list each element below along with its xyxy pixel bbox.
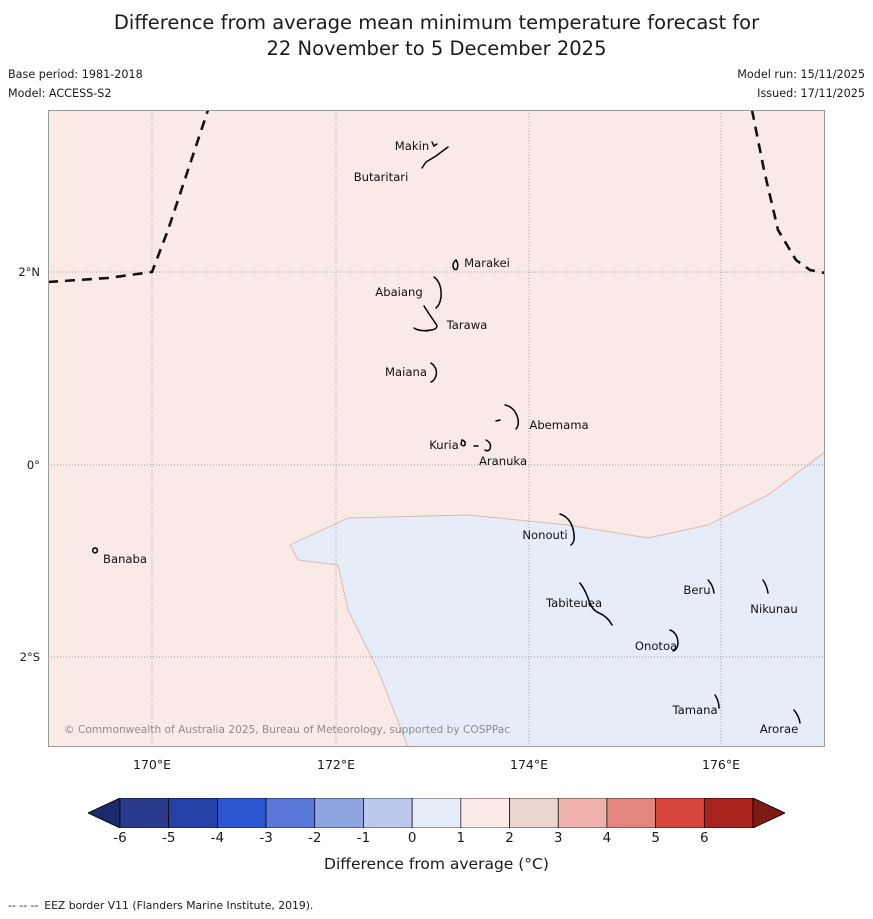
colorbar-tick--2: -2 xyxy=(308,830,322,846)
colorbar-tick--3: -3 xyxy=(259,830,273,846)
colorbar-tick-5: 5 xyxy=(651,830,660,846)
colorbar-band-2 xyxy=(217,798,267,828)
y-axis-tick-1: 0° xyxy=(26,458,40,472)
x-axis-tick-1: 172°E xyxy=(316,757,356,772)
eez-border xyxy=(48,110,825,284)
eez-footnote-text: EEZ border V11 (Flanders Marine Institut… xyxy=(44,899,314,912)
island-label-nikunau: Nikunau xyxy=(750,602,798,616)
island-label-butaritari: Butaritari xyxy=(353,170,409,184)
colorbar-band-0 xyxy=(119,798,170,828)
island-label-abemama: Abemama xyxy=(529,418,589,432)
issued-text: Issued: 17/11/2025 xyxy=(757,87,865,100)
title-line-2: 22 November to 5 December 2025 xyxy=(266,37,607,60)
x-axis-tick-2: 174°E xyxy=(509,757,549,772)
colorbar-tick--5: -5 xyxy=(161,830,176,846)
x-axis-tick-0: 170°E xyxy=(132,757,172,772)
temperature-anomaly-map: © Commonwealth of Australia 2025, Bureau… xyxy=(48,110,825,747)
island-label-beru: Beru xyxy=(683,583,711,597)
colorbar-band-11 xyxy=(655,798,705,828)
colorbar-band-10 xyxy=(606,798,656,828)
island-label-banaba: Banaba xyxy=(103,552,147,566)
island-label-arorae: Arorae xyxy=(759,722,799,736)
island-label-tabiteuea: Tabiteuea xyxy=(545,596,603,610)
map-copyright: © Commonwealth of Australia 2025, Bureau… xyxy=(64,724,511,736)
island-coastlines xyxy=(91,141,801,724)
island-label-tamana: Tamana xyxy=(672,703,718,717)
island-label-nonouti: Nonouti xyxy=(522,528,568,542)
colorbar-band-12 xyxy=(703,798,754,828)
base-period-text: Base period: 1981-2018 xyxy=(8,68,143,81)
colorbar-tick-2: 2 xyxy=(505,830,514,846)
colorbar-band-1 xyxy=(168,798,218,828)
eez-dash-sample: -- -- -- xyxy=(8,899,39,912)
colorbar xyxy=(88,798,785,828)
colorbar-extend-high xyxy=(752,798,785,828)
colorbar-tick-4: 4 xyxy=(602,830,612,846)
model-text: Model: ACCESS-S2 xyxy=(8,87,112,100)
colorbar-tick-6: 6 xyxy=(700,830,709,846)
y-axis-tick-2: 2°S xyxy=(19,650,40,664)
colorbar-band-7 xyxy=(460,798,510,828)
colorbar-band-9 xyxy=(557,798,608,828)
colorbar-label: Difference from average (°C) xyxy=(324,855,549,873)
island-label-marakei: Marakei xyxy=(464,256,510,270)
island-label-makin: Makin xyxy=(394,139,430,153)
colorbar-tick-0: 0 xyxy=(407,830,417,846)
island-label-onotoa: Onotoa xyxy=(634,639,678,653)
island-label-aranuka: Aranuka xyxy=(478,454,528,468)
colorbar-band-8 xyxy=(509,798,559,828)
colorbar-extend-low xyxy=(88,798,121,828)
map-graticule xyxy=(48,110,825,747)
page-title: Difference from average mean minimum tem… xyxy=(0,10,873,62)
colorbar-band-5 xyxy=(363,798,413,828)
colorbar-tick--4: -4 xyxy=(210,830,225,846)
colorbar-tick--1: -1 xyxy=(356,830,371,846)
colorbar-tick-3: 3 xyxy=(553,830,563,846)
colorbar-tick--6: -6 xyxy=(113,830,127,846)
island-label-maiana: Maiana xyxy=(385,365,427,379)
island-label-kuria: Kuria xyxy=(429,438,459,452)
x-axis-tick-3: 176°E xyxy=(701,757,741,772)
colorbar-band-3 xyxy=(265,798,316,828)
eez-footnote: -- -- -- EEZ border V11 (Flanders Marine… xyxy=(8,899,313,912)
title-line-1: Difference from average mean minimum tem… xyxy=(113,11,760,34)
model-run-text: Model run: 15/11/2025 xyxy=(737,68,865,81)
colorbar-band-4 xyxy=(314,798,364,828)
island-label-abaiang: Abaiang xyxy=(375,285,423,299)
anomaly-region-minus1-to-0 xyxy=(289,451,825,747)
colorbar-tick-1: 1 xyxy=(456,830,466,846)
y-axis-tick-0: 2°N xyxy=(18,265,40,279)
colorbar-band-6 xyxy=(411,798,462,828)
island-label-tarawa: Tarawa xyxy=(446,318,488,332)
